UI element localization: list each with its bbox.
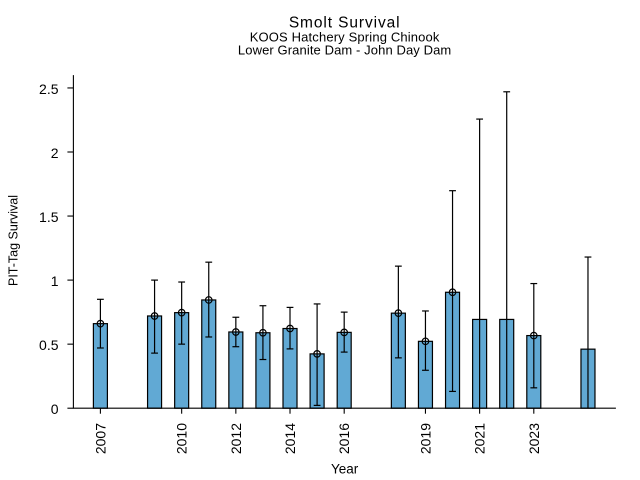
svg-text:2023: 2023 bbox=[526, 423, 542, 454]
svg-text:2007: 2007 bbox=[92, 423, 108, 454]
svg-text:0.5: 0.5 bbox=[39, 337, 59, 353]
svg-text:0: 0 bbox=[51, 401, 59, 417]
svg-text:1.5: 1.5 bbox=[39, 209, 59, 225]
svg-text:KOOS Hatchery Spring Chinook: KOOS Hatchery Spring Chinook bbox=[250, 29, 440, 44]
svg-text:2021: 2021 bbox=[472, 423, 488, 454]
svg-text:2012: 2012 bbox=[228, 423, 244, 454]
svg-text:2016: 2016 bbox=[336, 423, 352, 454]
svg-text:Lower Granite Dam - John Day D: Lower Granite Dam - John Day Dam bbox=[238, 43, 451, 58]
svg-text:2.5: 2.5 bbox=[39, 81, 59, 97]
svg-text:2010: 2010 bbox=[174, 423, 190, 454]
svg-text:Smolt Survival: Smolt Survival bbox=[289, 15, 401, 32]
svg-text:2: 2 bbox=[51, 145, 59, 161]
svg-text:2014: 2014 bbox=[282, 423, 298, 454]
svg-text:PIT-Tag Survival: PIT-Tag Survival bbox=[7, 195, 21, 286]
svg-text:Year: Year bbox=[331, 462, 359, 477]
svg-text:1: 1 bbox=[51, 273, 59, 289]
svg-text:2019: 2019 bbox=[417, 423, 433, 454]
